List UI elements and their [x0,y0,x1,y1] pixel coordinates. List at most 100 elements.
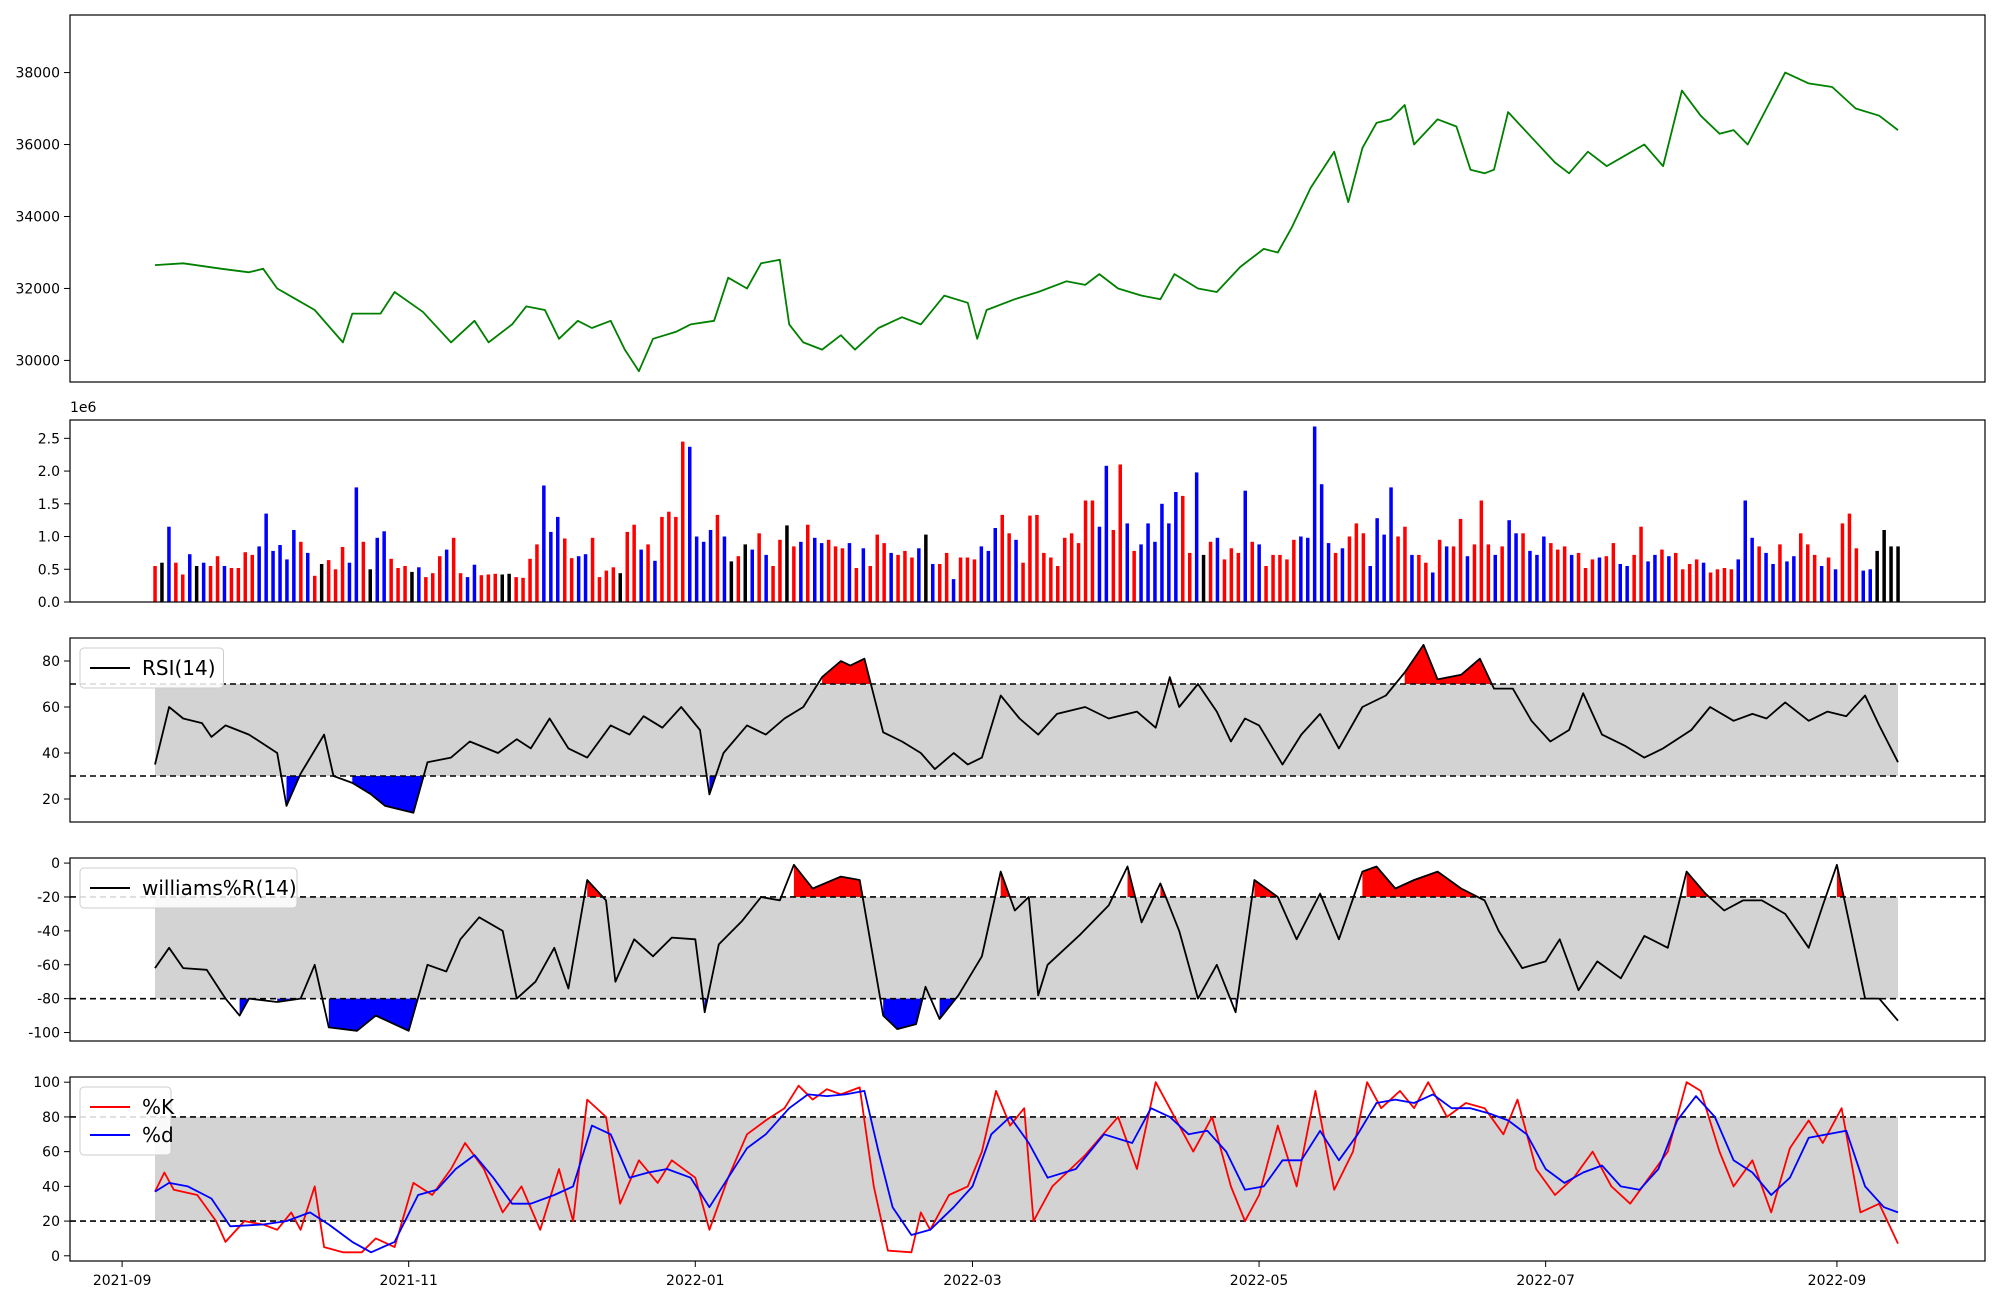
volume-bar [1125,523,1129,602]
volume-bar [1542,536,1546,602]
volume-bar [1326,543,1331,602]
volume-bar [1160,503,1164,602]
volume-bar [1479,500,1484,602]
volume-bar [854,568,859,602]
legend-label: williams%R(14) [142,876,297,900]
volume-bar [868,566,872,602]
volume-bar [375,537,379,602]
volume-panel: 0.0 0.5 1.0 1.5 2.0 2.5 1e6 [38,400,1986,611]
volume-bar [1264,566,1268,602]
volume-bar [403,566,407,602]
volume-bar [1799,533,1803,602]
volume-bar [1722,568,1727,602]
volume-bar [1403,526,1407,602]
volume-bar [639,549,643,602]
volume-bar [1028,515,1032,602]
y-tick-label: 0.5 [38,562,60,578]
volume-bar [1229,548,1234,602]
volume-bar [1354,523,1359,602]
volume-bar [1257,544,1261,602]
volume-bar [590,537,595,602]
volume-bar [931,564,935,602]
volume-bar [1694,559,1699,602]
y-tick-label: 36000 [15,138,60,154]
x-tick-label: 2022-09 [1808,1273,1867,1289]
y-tick-label: 30000 [15,353,60,369]
volume-bar [167,526,171,602]
volume-bar [1396,536,1400,602]
volume-bar [903,550,907,602]
volume-bar [1035,514,1039,602]
legend-box [79,1086,172,1156]
x-tick-label: 2021-11 [379,1273,438,1289]
volume-bar [382,531,386,602]
volume-bar [1299,536,1303,602]
volume-bar [438,556,442,602]
volume-bar [1188,552,1192,602]
volume-bar [1368,566,1372,602]
rsi-panel: 20 40 60 80 RSI(14) [42,637,1986,823]
panel-frame [69,857,1986,1042]
volume-bar [1660,549,1664,602]
volume-bar [986,550,991,602]
legend-label: %K [142,1095,175,1119]
volume-bar [1417,554,1421,602]
volume-bar [493,573,497,602]
volume-bar [410,571,414,602]
volume-bar [1771,564,1775,602]
volume-bar [861,548,866,602]
volume-bar [1521,533,1525,602]
legend-box [79,647,224,689]
neutral-band [155,684,1898,776]
volume-bar [514,577,518,602]
x-tick-label: 2021-09 [93,1273,152,1289]
volume-bar [1146,523,1150,602]
volume-bar [361,541,366,602]
price-panel: 30000 32000 34000 36000 38000 [15,14,1986,383]
volume-bar [1132,550,1136,602]
overbought-fill [822,658,871,684]
volume-bar [1431,572,1435,602]
volume-bar [938,564,942,602]
x-tick-label: 2022-01 [666,1273,725,1289]
volume-bar [424,577,428,602]
volume-bar [1729,569,1734,602]
volume-bar [1410,554,1414,602]
volume-bar [1812,554,1817,602]
volume-bar [1458,518,1463,602]
volume-bar [1535,554,1539,602]
volume-bar [264,513,268,602]
volume-bar [472,564,477,602]
volume-bar [1896,546,1900,602]
volume-bar [813,537,817,602]
volume-bar [1750,537,1754,602]
volume-bar [333,569,338,602]
volume-bar [1646,561,1650,602]
volume-bar [958,557,963,602]
volume-bar [1222,559,1227,602]
series-line [154,863,1899,1032]
y-tick-label: 80 [42,654,60,670]
volume-bar [1333,552,1338,602]
legend-label: %d [142,1123,174,1147]
panel-frame [69,1076,1986,1262]
y-tick-label: 1.5 [38,497,60,513]
volume-bar [1389,487,1393,602]
volume-bar [278,545,282,602]
volume-bar [174,562,178,602]
series-line [154,1081,1899,1254]
volume-bar [1674,552,1678,602]
oversold-fill [883,998,923,1030]
volume-bar [1215,537,1220,602]
volume-bar [681,441,685,602]
volume-bar [563,538,567,602]
volume-bar [1069,533,1074,602]
volume-bar [1056,566,1060,602]
volume-bar [1819,566,1824,602]
y-tick-label: 20 [42,1214,60,1230]
stochastic-panel: 0 20 40 60 80 100 %K %d [33,1075,1986,1265]
y-tick-label: 40 [42,1179,60,1195]
volume-bar [694,536,699,602]
volume-bar [292,530,296,602]
volume-bar [1618,564,1622,602]
